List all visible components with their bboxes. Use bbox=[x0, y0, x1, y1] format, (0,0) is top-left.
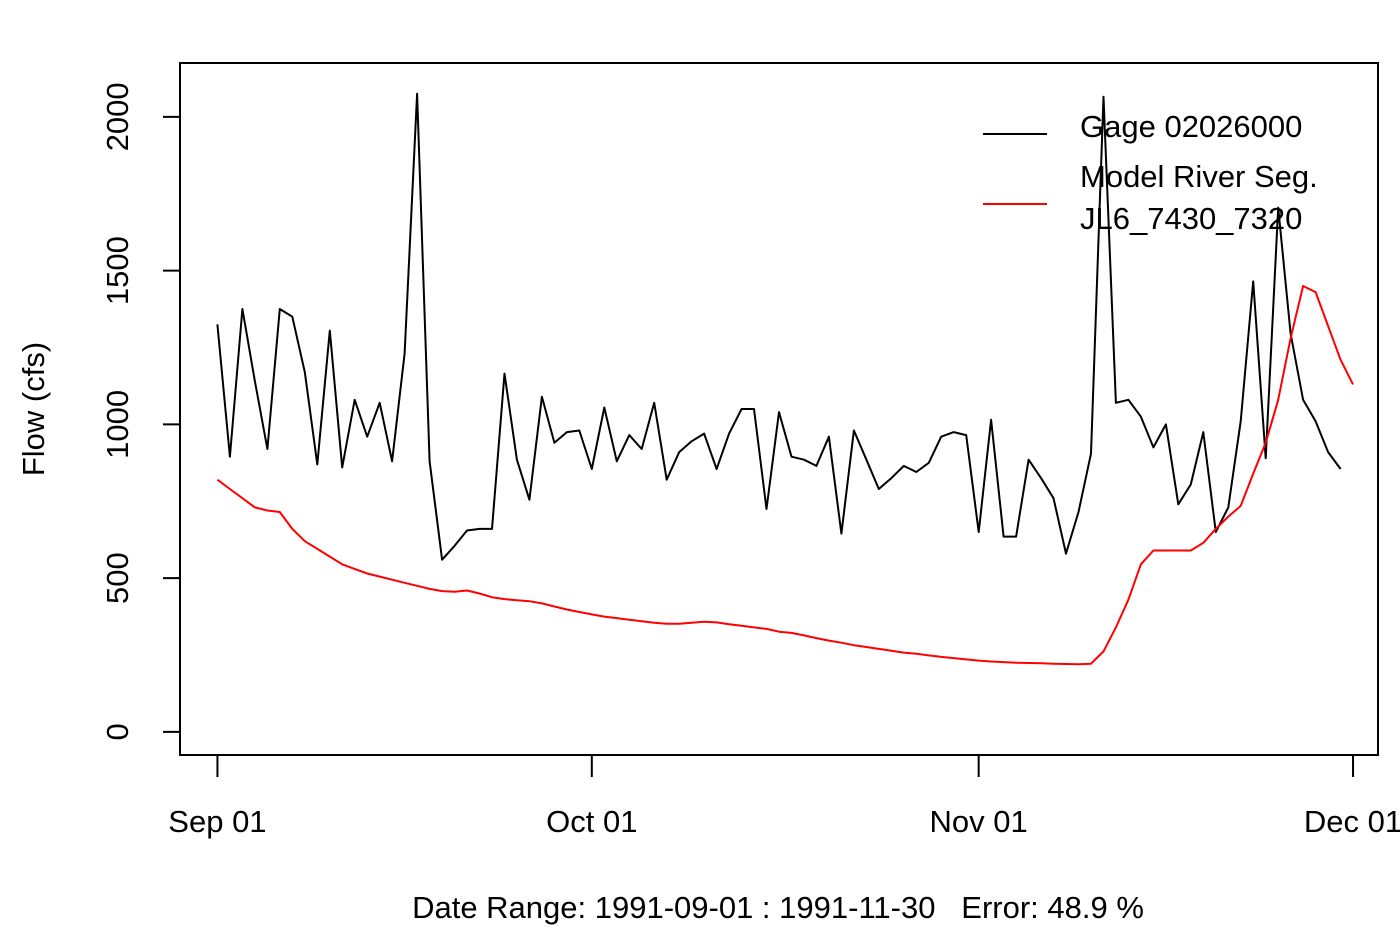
y-tick-label: 1500 bbox=[100, 236, 135, 305]
y-tick-label: 2000 bbox=[100, 82, 135, 151]
legend-label: Gage 02026000 bbox=[1080, 109, 1302, 144]
legend-entry: Gage 02026000 bbox=[983, 109, 1302, 144]
series-gage bbox=[216, 92, 1342, 561]
x-tick-label: Dec 01 bbox=[1304, 804, 1400, 839]
series-model bbox=[216, 285, 1354, 666]
x-axis: Sep 01 Oct 01 Nov 01 Dec 01 bbox=[168, 754, 1400, 839]
x-tick-label: Oct 01 bbox=[546, 804, 637, 839]
x-axis-title: Date Range: 1991-09-01 : 1991-11-30 Erro… bbox=[412, 890, 1144, 925]
y-tick-label: 500 bbox=[100, 552, 135, 604]
legend-label: Model River Seg. bbox=[1080, 159, 1318, 194]
series-line bbox=[216, 285, 1354, 666]
series-layer bbox=[216, 92, 1354, 666]
legend-label: JL6_7430_7320 bbox=[1080, 201, 1302, 236]
x-tick-label: Sep 01 bbox=[168, 804, 266, 839]
x-tick-label: Nov 01 bbox=[930, 804, 1028, 839]
legend-entry: Model River Seg. JL6_7430_7320 bbox=[983, 159, 1318, 236]
y-axis: 0 500 1000 1500 2000 bbox=[100, 82, 181, 741]
legend: Gage 02026000 Model River Seg. JL6_7430_7… bbox=[983, 109, 1318, 236]
series-line bbox=[216, 92, 1342, 561]
y-axis-title: Flow (cfs) bbox=[16, 342, 51, 476]
y-tick-label: 0 bbox=[100, 723, 135, 740]
y-tick-label: 1000 bbox=[100, 390, 135, 459]
